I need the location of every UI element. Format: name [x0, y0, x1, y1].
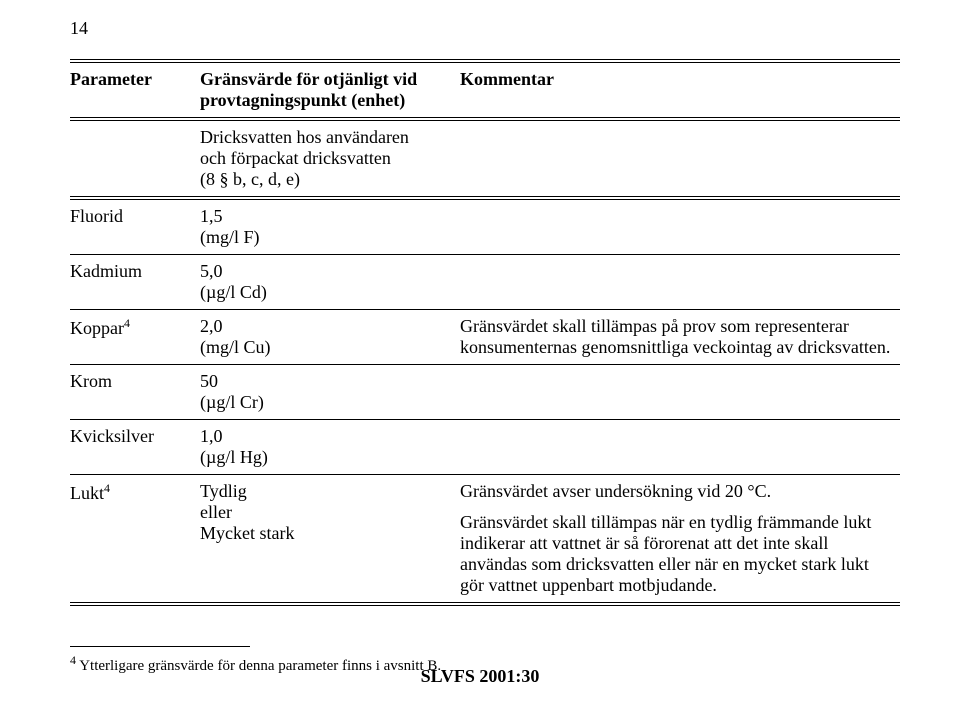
- col-header-limit-line1: Gränsvärde för otjänligt vid: [200, 69, 452, 90]
- parameter-table: Parameter Gränsvärde för otjänligt vid p…: [70, 63, 900, 602]
- cell-comment: Gränsvärdet skall tillämpas på prov som …: [460, 310, 900, 365]
- table-row: Kvicksilver 1,0 (µg/l Hg): [70, 420, 900, 475]
- col-subheader-source: Dricksvatten hos användaren och förpacka…: [200, 121, 460, 196]
- table-row: Lukt4 Tydlig eller Mycket stark Gränsvär…: [70, 475, 900, 603]
- value-unit: (µg/l Hg): [200, 447, 452, 468]
- table-top-rule: [70, 59, 900, 60]
- value-line: 2,0: [200, 316, 452, 337]
- cell-comment: [460, 255, 900, 310]
- col-header-limit-line2: provtagningspunkt (enhet): [200, 90, 452, 111]
- table-row: Fluorid 1,5 (mg/l F): [70, 200, 900, 255]
- col-header-limit: Gränsvärde för otjänligt vid provtagning…: [200, 63, 460, 117]
- value-unit: (µg/l Cr): [200, 392, 452, 413]
- col-header-parameter: Parameter: [70, 63, 200, 117]
- table-bottom-rule-inner: [70, 605, 900, 606]
- cell-value: 2,0 (mg/l Cu): [200, 310, 460, 365]
- subheader-line2: och förpackat dricksvatten: [200, 148, 452, 169]
- cell-param: Fluorid: [70, 200, 200, 255]
- table-subheader-row: Dricksvatten hos användaren och förpacka…: [70, 121, 900, 196]
- value-unit: (µg/l Cd): [200, 282, 452, 303]
- value-line: 1,5: [200, 206, 452, 227]
- value-line: Tydlig: [200, 481, 452, 502]
- table-row: Koppar4 2,0 (mg/l Cu) Gränsvärdet skall …: [70, 310, 900, 365]
- table-row: Krom 50 (µg/l Cr): [70, 365, 900, 420]
- table-bottom-rule: [70, 602, 900, 603]
- cell-value: 1,0 (µg/l Hg): [200, 420, 460, 475]
- value-unit: (mg/l F): [200, 227, 452, 248]
- cell-param: Krom: [70, 365, 200, 420]
- col-header-comment: Kommentar: [460, 63, 900, 117]
- value-line: Mycket stark: [200, 523, 452, 544]
- cell-value: 50 (µg/l Cr): [200, 365, 460, 420]
- value-line: 5,0: [200, 261, 452, 282]
- param-sup: 4: [124, 316, 130, 330]
- document-page: 14 Parameter Gränsvärde för otjänligt vi…: [0, 0, 960, 703]
- page-footer: SLVFS 2001:30: [0, 666, 960, 687]
- cell-comment: [460, 420, 900, 475]
- value-unit: (mg/l Cu): [200, 337, 452, 358]
- cell-value: Tydlig eller Mycket stark: [200, 475, 460, 603]
- cell-comment: Gränsvärdet avser undersökning vid 20 °C…: [460, 475, 900, 603]
- table-row: Kadmium 5,0 (µg/l Cd): [70, 255, 900, 310]
- param-base: Koppar: [70, 318, 124, 338]
- cell-param: Kadmium: [70, 255, 200, 310]
- subheader-line1: Dricksvatten hos användaren: [200, 127, 452, 148]
- subheader-empty-2: [460, 121, 900, 196]
- value-line: 50: [200, 371, 452, 392]
- page-number: 14: [70, 18, 900, 39]
- param-sup: 4: [104, 481, 110, 495]
- param-base: Lukt: [70, 483, 104, 503]
- value-line: eller: [200, 502, 452, 523]
- cell-param: Lukt4: [70, 475, 200, 603]
- cell-value: 1,5 (mg/l F): [200, 200, 460, 255]
- cell-value: 5,0 (µg/l Cd): [200, 255, 460, 310]
- cell-comment: [460, 365, 900, 420]
- comment-p2: Gränsvärdet skall tillämpas när en tydli…: [460, 512, 892, 596]
- subheader-empty-1: [70, 121, 200, 196]
- comment-p1: Gränsvärdet avser undersökning vid 20 °C…: [460, 481, 892, 502]
- cell-param: Koppar4: [70, 310, 200, 365]
- cell-comment: [460, 200, 900, 255]
- cell-param: Kvicksilver: [70, 420, 200, 475]
- subheader-line3: (8 § b, c, d, e): [200, 169, 452, 190]
- footnote-rule: [70, 646, 250, 647]
- value-line: 1,0: [200, 426, 452, 447]
- table-header-row: Parameter Gränsvärde för otjänligt vid p…: [70, 63, 900, 117]
